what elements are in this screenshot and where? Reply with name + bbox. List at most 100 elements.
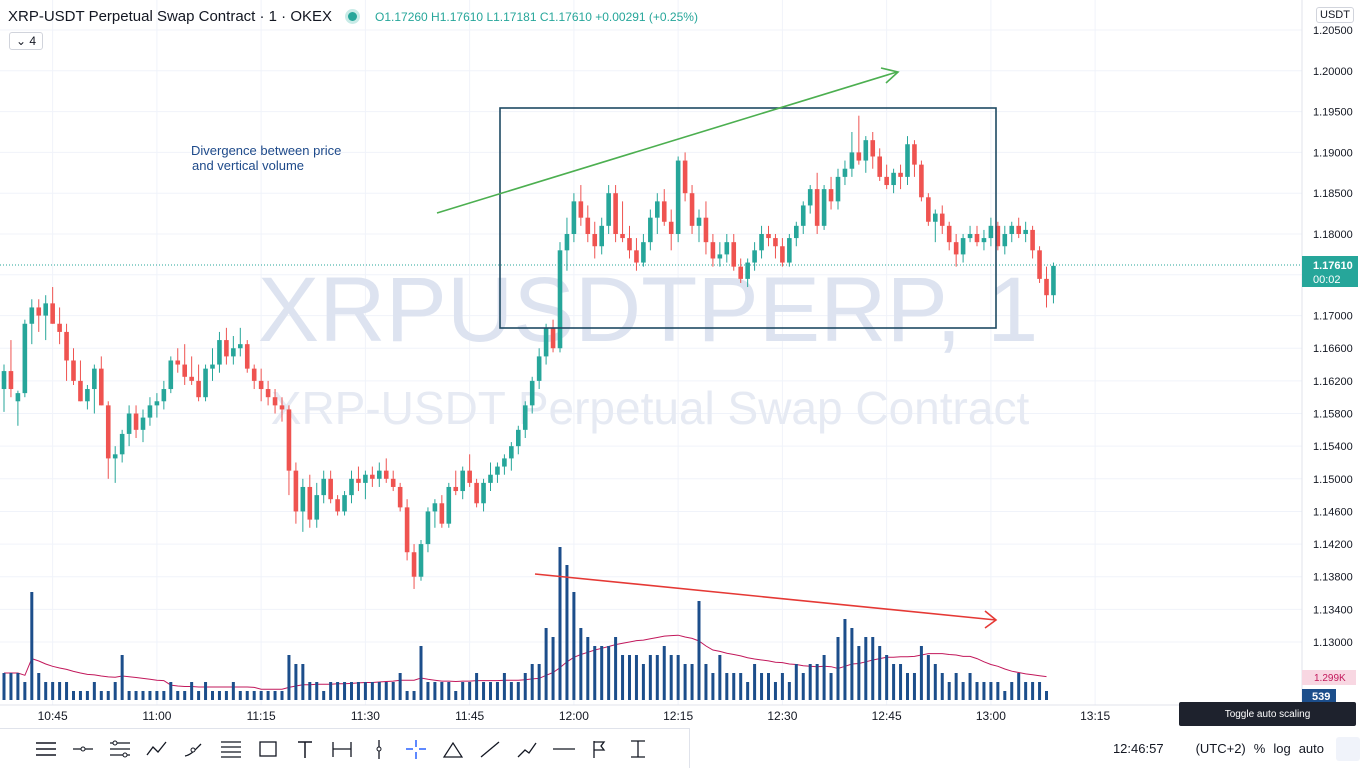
time-axis[interactable]: 10:45 11:00 11:15 11:30 11:45 12:00 12:15 12:30…	[38, 709, 1111, 723]
rectangle-tool[interactable]	[250, 733, 286, 765]
text-tool[interactable]	[287, 733, 323, 765]
date-range-tool[interactable]	[324, 733, 360, 765]
vertical-line-icon	[376, 739, 382, 759]
candle-body	[244, 344, 250, 369]
symbol-title[interactable]: XRP-USDT Perpetual Swap Contract · 1 · O…	[8, 8, 333, 25]
candle-body	[377, 470, 382, 479]
volume-bar	[780, 673, 784, 700]
candle-body	[828, 189, 834, 202]
candle-body	[147, 405, 153, 418]
candle-body	[1037, 250, 1042, 279]
time-tick-label: 11:30	[351, 709, 380, 723]
candle-body	[807, 189, 813, 206]
volume-bar	[878, 646, 882, 700]
clock[interactable]: 12:46:57	[1112, 740, 1164, 756]
volume-bar	[370, 682, 374, 700]
candle-body	[571, 201, 577, 234]
candle-body	[724, 242, 730, 255]
candle-body	[655, 201, 660, 218]
volume-bar	[593, 646, 597, 700]
elliott-wave-tool[interactable]	[139, 733, 175, 765]
currency-badge[interactable]: USDT	[1316, 7, 1354, 23]
volume-bar	[912, 673, 916, 700]
candle-body	[814, 189, 820, 226]
eraser-ruler-tool[interactable]	[435, 733, 471, 765]
candle-body	[557, 250, 563, 349]
volume-bar	[85, 691, 89, 700]
candle-body	[988, 225, 994, 239]
volume-bar	[377, 682, 381, 700]
candle-body	[578, 201, 584, 218]
path-tool[interactable]	[509, 733, 545, 765]
trend-line-tool[interactable]	[472, 733, 508, 765]
range-rectangle-drawing[interactable]	[499, 107, 997, 329]
volume-bar	[919, 646, 923, 700]
volume-bar	[190, 682, 194, 700]
volume-bar	[16, 673, 20, 700]
price-tick-label: 1.17000	[1313, 311, 1353, 323]
candle-body	[745, 262, 750, 279]
price-axis[interactable]	[1302, 0, 1366, 705]
fib-retracement-tool[interactable]	[213, 733, 249, 765]
candle-body	[78, 380, 83, 402]
time-tick-label: 12:30	[767, 709, 797, 723]
candle-body	[752, 250, 757, 263]
volume-bar	[148, 691, 152, 700]
chart-settings-button[interactable]	[1336, 737, 1360, 761]
parallel-channel-tool[interactable]	[102, 733, 138, 765]
candle-body	[905, 144, 910, 177]
volume-bar	[280, 691, 284, 700]
candle-body	[759, 234, 764, 251]
volume-bar	[565, 565, 569, 700]
candle-body	[509, 446, 514, 459]
volume-bar	[1031, 682, 1035, 700]
candle-body	[418, 544, 424, 577]
grid-lines	[0, 0, 1302, 705]
volume-bar	[259, 691, 263, 700]
volume-bar	[523, 673, 527, 700]
log-scale-toggle[interactable]: log	[1273, 740, 1291, 756]
volume-bar	[461, 682, 465, 700]
divergence-note-line-2[interactable]: and vertical volume	[192, 158, 304, 173]
divergence-note-line-1[interactable]: Divergence between price	[191, 143, 341, 158]
volume-bar	[363, 682, 367, 700]
candle-body	[488, 474, 493, 483]
percent-scale-toggle[interactable]: %	[1253, 740, 1266, 756]
candle-body	[1, 371, 7, 390]
text-icon	[298, 740, 312, 758]
candle-body	[404, 507, 410, 553]
volume-trend-arrow-drawing[interactable]	[534, 573, 997, 621]
brush-tool[interactable]	[176, 733, 212, 765]
horizontal-line-tool[interactable]	[546, 733, 582, 765]
candle-body	[1009, 225, 1015, 234]
crosshair-tool[interactable]	[398, 733, 434, 765]
candle-body	[71, 360, 76, 381]
candle-body	[953, 242, 959, 255]
candle-body	[439, 503, 445, 524]
eraser-ruler-icon	[442, 741, 464, 758]
volume-bar	[37, 673, 41, 700]
price-tick-label: 1.16200	[1313, 376, 1353, 388]
volume-bar	[245, 691, 249, 700]
timezone-button[interactable]: (UTC+2)	[1195, 740, 1246, 756]
candle-body	[64, 331, 69, 361]
ohlc-values: O1.17260 H1.17610 L1.17181 C1.17610 +0.0…	[375, 9, 698, 24]
candle-body	[224, 340, 229, 357]
candle-body	[898, 172, 903, 177]
flag-tool[interactable]	[583, 733, 619, 765]
vertical-line-tool[interactable]	[361, 733, 397, 765]
auto-scale-toggle[interactable]: auto	[1298, 740, 1324, 756]
candle-body	[800, 205, 806, 226]
volume-bar	[162, 691, 166, 700]
candle-body	[154, 401, 160, 406]
time-tick-label: 11:00	[142, 709, 171, 723]
interval-toggle[interactable]: ⌄ 4	[9, 32, 44, 50]
menu-lines-tool[interactable]	[28, 733, 64, 765]
volume-bar	[322, 691, 326, 700]
price-trend-arrow-drawing[interactable]	[436, 71, 898, 214]
price-range-tool[interactable]	[620, 733, 656, 765]
candles	[1, 115, 1056, 589]
horizontal-ray-tool[interactable]	[65, 733, 101, 765]
volume-bar	[176, 691, 180, 700]
